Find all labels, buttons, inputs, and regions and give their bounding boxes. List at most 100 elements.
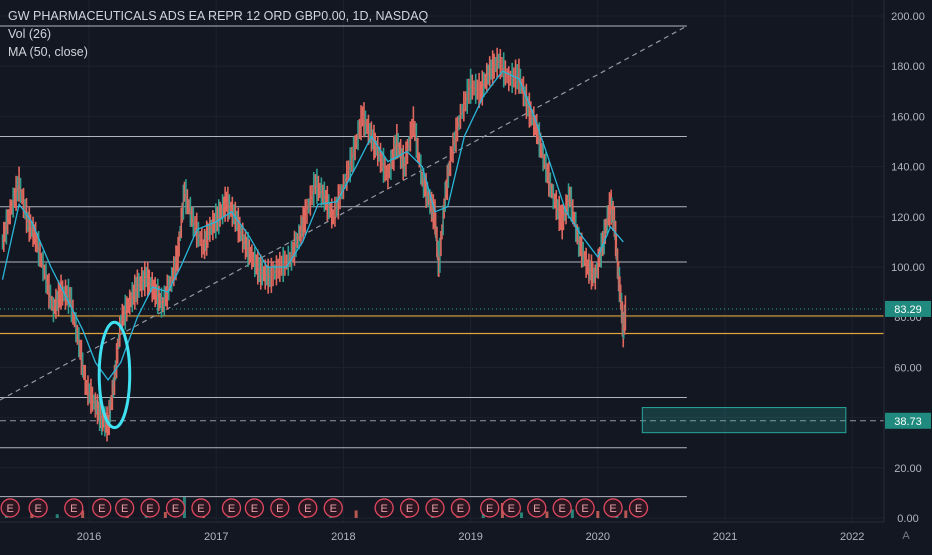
earnings-marker-circle[interactable] (628, 498, 649, 518)
earnings-marker[interactable]: E (221, 498, 242, 518)
earnings-marker[interactable]: E (501, 498, 521, 518)
y-tick-label: 120.00 (891, 212, 925, 224)
earnings-marker-label: E (276, 503, 283, 515)
earnings-marker-circle[interactable] (552, 498, 572, 518)
earnings-marker-circle[interactable] (575, 498, 595, 518)
earnings-marker-circle[interactable] (244, 498, 265, 518)
earnings-marker[interactable]: E (270, 498, 290, 518)
x-tick-label: 2020 (586, 531, 610, 543)
highlight-ellipse[interactable] (97, 320, 132, 430)
y-tick-label: 140.00 (891, 162, 925, 174)
x-tick-label: 2021 (713, 531, 737, 543)
earnings-marker-label: E (486, 503, 493, 515)
earnings-marker-circle[interactable] (425, 498, 445, 518)
horizontal-levels (0, 25, 884, 498)
x-tick-label: 2022 (840, 531, 864, 543)
earnings-marker[interactable]: E (425, 498, 445, 518)
y-tick-label: 20.00 (894, 463, 922, 475)
earnings-marker-circle[interactable] (64, 498, 84, 518)
x-tick-label: 2017 (204, 531, 228, 543)
earnings-marker-circle[interactable] (140, 498, 160, 518)
volume-indicator-label[interactable]: Vol (26) (8, 27, 52, 41)
earnings-marker-circle[interactable] (221, 498, 242, 518)
earnings-marker-circle[interactable] (450, 498, 471, 518)
volume-bar (354, 510, 358, 518)
earnings-marker-label: E (197, 503, 204, 515)
earnings-marker[interactable]: E (140, 498, 160, 518)
earnings-marker-circle[interactable] (323, 498, 343, 518)
earnings-marker[interactable]: E (374, 498, 394, 518)
y-tick-label: 180.00 (891, 61, 925, 73)
y-tick-label: 60.00 (894, 362, 922, 374)
earnings-marker[interactable]: E (165, 498, 186, 518)
earnings-marker-label: E (251, 503, 258, 515)
earnings-marker[interactable]: E (552, 498, 572, 518)
x-tick-label: 2016 (77, 531, 101, 543)
earnings-marker[interactable]: E (480, 498, 500, 518)
earnings-marker-circle[interactable] (0, 498, 20, 518)
y-tick-label: 200.00 (891, 11, 925, 23)
symbol-title[interactable]: GW PHARMACEUTICALS ADS EA REPR 12 ORD GB… (8, 9, 429, 23)
earnings-marker-circle[interactable] (501, 498, 521, 518)
earnings-marker-label: E (98, 503, 105, 515)
earnings-marker[interactable]: E (92, 498, 112, 518)
earnings-marker-label: E (70, 503, 77, 515)
time-axis[interactable]: 2016 2017 2018 2019 2020 2021 2022 (77, 531, 865, 543)
zone-rect[interactable] (641, 407, 847, 434)
volume-bar (570, 509, 574, 518)
earnings-marker-circle[interactable] (92, 498, 112, 518)
volume-bar (81, 510, 85, 518)
earnings-marker[interactable]: E (399, 498, 420, 518)
earnings-marker-label: E (7, 503, 14, 515)
earnings-marker[interactable]: E (450, 498, 471, 518)
earnings-marker-label: E (533, 503, 540, 515)
y-tick-label: 160.00 (891, 111, 925, 123)
earnings-marker[interactable]: E (323, 498, 343, 518)
earnings-marker-circle[interactable] (374, 498, 394, 518)
volume-bar (55, 514, 59, 518)
earnings-marker-label: E (609, 503, 616, 515)
earnings-marker[interactable]: E (298, 498, 318, 518)
earnings-marker[interactable]: E (575, 498, 595, 518)
price-series (1, 47, 627, 442)
earnings-marker-label: E (146, 503, 153, 515)
volume-bar (519, 512, 523, 518)
earnings-marker-circle[interactable] (298, 498, 318, 518)
earnings-marker-label: E (508, 503, 515, 515)
earnings-marker[interactable]: E (628, 498, 649, 518)
earnings-marker-label: E (406, 503, 413, 515)
earnings-marker-label: E (431, 503, 438, 515)
earnings-marker-circle[interactable] (480, 498, 500, 518)
earnings-marker[interactable]: E (28, 498, 48, 518)
marker-price-tag: 38.73 (894, 416, 922, 428)
time-axis-auto-button[interactable]: A (902, 530, 910, 542)
ma-indicator-label[interactable]: MA (50, close) (8, 45, 88, 59)
earnings-marker-circle[interactable] (527, 498, 547, 518)
trendline[interactable] (0, 25, 688, 401)
grid (0, 0, 884, 522)
earnings-marker-circle[interactable] (28, 498, 48, 518)
earnings-marker-label: E (304, 503, 311, 515)
earnings-marker[interactable]: E (115, 498, 135, 518)
trendline-segment[interactable] (0, 25, 688, 401)
earnings-marker-circle[interactable] (399, 498, 420, 518)
earnings-marker[interactable]: E (0, 498, 20, 518)
x-tick-label: 2018 (331, 531, 355, 543)
earnings-marker-circle[interactable] (603, 498, 623, 518)
earnings-marker[interactable]: E (244, 498, 265, 518)
earnings-marker[interactable]: E (191, 498, 211, 518)
target-zone[interactable] (641, 407, 847, 434)
earnings-marker[interactable]: E (64, 498, 84, 518)
earnings-marker[interactable]: E (527, 498, 547, 518)
earnings-marker-circle[interactable] (165, 498, 186, 518)
ellipse-shape[interactable] (97, 320, 132, 430)
earnings-marker-circle[interactable] (115, 498, 135, 518)
last-price-tag-bg (885, 300, 931, 317)
earnings-marker-circle[interactable] (270, 498, 290, 518)
earnings-marker-label: E (457, 503, 464, 515)
earnings-marker[interactable]: E (603, 498, 623, 518)
earnings-marker-circle[interactable] (191, 498, 211, 518)
